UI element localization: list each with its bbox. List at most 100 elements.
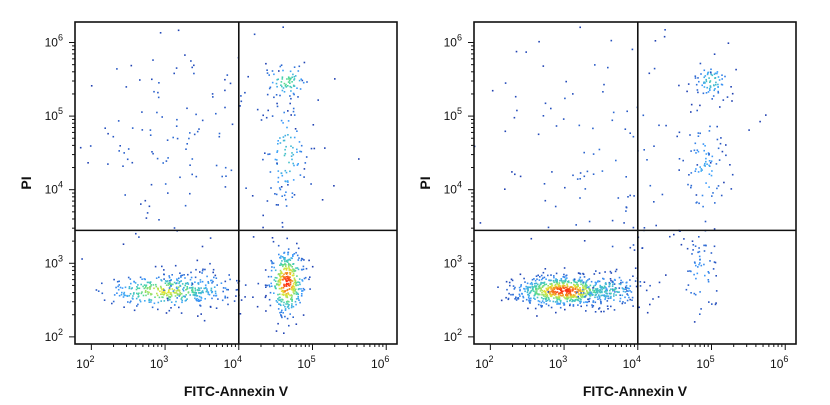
event-point bbox=[197, 282, 200, 284]
event-point bbox=[140, 203, 142, 205]
event-point bbox=[271, 70, 274, 72]
event-point bbox=[159, 32, 162, 34]
event-point bbox=[148, 291, 150, 294]
event-point bbox=[211, 282, 213, 284]
event-point bbox=[281, 272, 283, 275]
event-point bbox=[598, 280, 601, 283]
event-point bbox=[276, 102, 278, 105]
event-point bbox=[211, 279, 213, 282]
event-point bbox=[288, 265, 290, 268]
event-point bbox=[284, 308, 287, 310]
event-point bbox=[296, 148, 298, 151]
event-point bbox=[721, 150, 724, 153]
event-point bbox=[280, 311, 283, 313]
event-point bbox=[559, 301, 562, 303]
event-point bbox=[293, 281, 296, 284]
event-point bbox=[570, 298, 572, 300]
event-point bbox=[285, 276, 288, 278]
event-point bbox=[115, 286, 117, 289]
event-point bbox=[155, 277, 158, 279]
event-point bbox=[550, 286, 552, 289]
event-point bbox=[542, 285, 545, 287]
event-point bbox=[707, 271, 710, 273]
event-point bbox=[124, 194, 126, 196]
event-point bbox=[604, 298, 606, 301]
event-point bbox=[288, 258, 291, 261]
event-point bbox=[280, 304, 282, 307]
event-point bbox=[295, 291, 298, 293]
plot-frame bbox=[473, 21, 797, 345]
event-point bbox=[293, 78, 296, 80]
event-point bbox=[150, 285, 152, 288]
event-point bbox=[581, 293, 584, 296]
event-point bbox=[547, 226, 550, 229]
event-point bbox=[710, 68, 712, 71]
event-point bbox=[277, 283, 279, 286]
event-point bbox=[578, 280, 580, 283]
event-point bbox=[181, 301, 183, 304]
event-point bbox=[181, 274, 184, 277]
event-point bbox=[626, 290, 628, 292]
event-point bbox=[176, 137, 179, 140]
event-point bbox=[711, 195, 713, 197]
event-point bbox=[632, 305, 634, 307]
event-point bbox=[540, 281, 542, 284]
event-point bbox=[299, 301, 301, 304]
event-point bbox=[577, 283, 579, 286]
event-point bbox=[536, 296, 539, 299]
event-point bbox=[602, 277, 604, 280]
event-point bbox=[678, 84, 680, 87]
event-point bbox=[285, 145, 287, 148]
event-point bbox=[226, 296, 229, 299]
event-point bbox=[500, 299, 503, 302]
event-point bbox=[282, 122, 284, 124]
event-point bbox=[275, 193, 278, 196]
event-point bbox=[573, 283, 575, 286]
event-point bbox=[596, 296, 599, 298]
event-point bbox=[555, 278, 557, 280]
event-point bbox=[192, 290, 194, 292]
event-point bbox=[543, 276, 546, 279]
event-point bbox=[683, 238, 685, 240]
event-point bbox=[176, 297, 178, 299]
event-point bbox=[518, 286, 521, 289]
event-point bbox=[585, 281, 588, 283]
event-point bbox=[558, 282, 561, 285]
event-point bbox=[233, 300, 236, 302]
event-point bbox=[593, 290, 596, 292]
event-point bbox=[176, 118, 178, 121]
event-point bbox=[185, 289, 187, 291]
event-point bbox=[287, 120, 290, 122]
x-tick-label: 102 bbox=[475, 354, 493, 371]
event-point bbox=[185, 148, 187, 150]
event-point bbox=[560, 288, 563, 290]
event-point bbox=[544, 199, 547, 202]
event-point bbox=[573, 278, 576, 281]
event-point bbox=[711, 155, 714, 158]
event-point bbox=[572, 287, 574, 289]
event-point bbox=[576, 299, 578, 301]
event-point bbox=[292, 73, 294, 76]
event-point bbox=[698, 202, 700, 205]
event-point bbox=[556, 279, 558, 281]
event-point bbox=[178, 281, 181, 283]
event-point bbox=[542, 298, 545, 300]
event-point bbox=[572, 288, 574, 290]
event-point bbox=[186, 282, 189, 284]
event-point bbox=[627, 196, 629, 198]
event-point bbox=[170, 307, 172, 309]
event-point bbox=[709, 125, 711, 128]
event-point bbox=[707, 280, 710, 283]
event-point bbox=[207, 293, 210, 295]
event-point bbox=[156, 157, 159, 160]
event-point bbox=[615, 159, 617, 162]
event-point bbox=[550, 288, 552, 290]
event-point bbox=[566, 295, 568, 298]
event-point bbox=[276, 159, 278, 161]
event-point bbox=[230, 169, 233, 172]
event-point bbox=[576, 283, 578, 286]
event-point bbox=[160, 300, 162, 302]
event-point bbox=[706, 73, 709, 76]
event-point bbox=[522, 296, 525, 299]
event-point bbox=[285, 267, 287, 270]
